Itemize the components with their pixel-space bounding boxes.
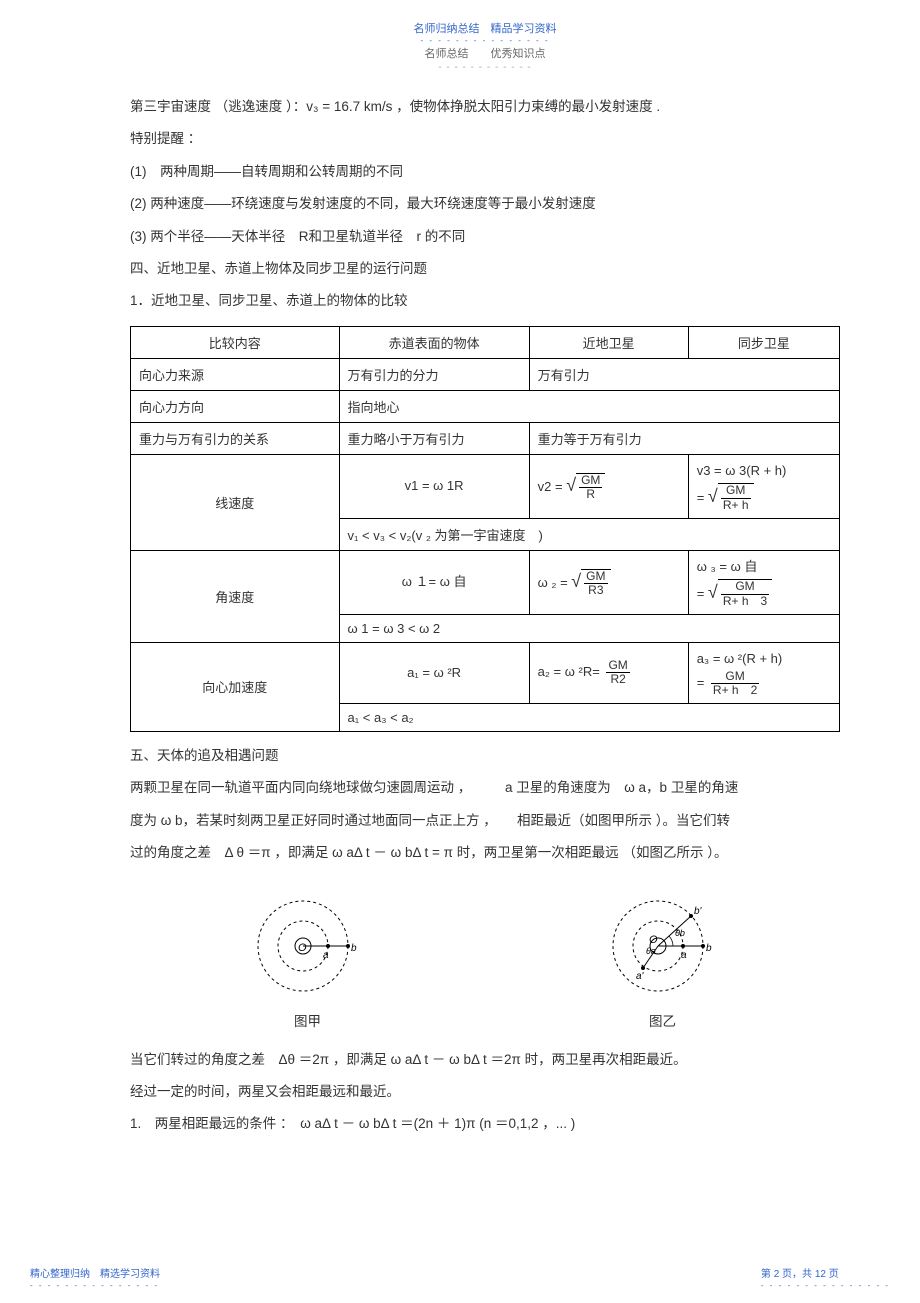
section-5-p1: 两颗卫星在同一轨道平面内同向绕地球做匀速圆周运动 ， a 卫星的角速度为 ω a…: [130, 772, 840, 804]
table-cell: a₁ < a₃ < a₂: [339, 704, 839, 732]
table-cell: a₂ = ω ²R= GMR2: [529, 642, 688, 703]
table-header: 近地卫星: [529, 326, 688, 358]
table-cell: 向心加速度: [131, 642, 340, 731]
table-cell: v1 = ω 1R: [339, 454, 529, 518]
paragraph-escape-velocity: 第三宇宙速度 （逃逸速度 ）：v₃ = 16.7 km/s ，使物体挣脱太阳引力…: [130, 91, 840, 123]
sqrt-icon: √: [571, 571, 581, 591]
sqrt-icon: √: [708, 582, 718, 602]
table-row: 向心加速度 a₁ = ω ²R a₂ = ω ²R= GMR2 a₃ = ω ²…: [131, 642, 840, 703]
table-header: 同步卫星: [688, 326, 839, 358]
diagram-labels: 图甲 图乙: [130, 1010, 840, 1030]
table-cell: a₃ = ω ²(R + h) = GMR+ h 2: [688, 642, 839, 703]
header-dash: - - - - - - - - - - - -: [438, 62, 532, 73]
svg-text:θb: θb: [675, 928, 685, 938]
svg-text:b: b: [351, 943, 357, 954]
table-cell: a₁ = ω ²R: [339, 642, 529, 703]
header-line-1: 名师归纳总结 精品学习资料: [130, 20, 840, 36]
paragraph-item-1: (1) 两种周期——自转周期和公转周期的不同: [130, 156, 840, 188]
section-4-title: 四、近地卫星、赤道上物体及同步卫星的运行问题: [130, 253, 840, 285]
table-cell: 向心力方向: [131, 390, 340, 422]
table-cell: 重力等于万有引力: [529, 422, 839, 454]
table-cell: v3 = ω 3(R + h) = √GMR+ h: [688, 454, 839, 518]
table-cell: 指向地心: [339, 390, 839, 422]
svg-text:a: a: [323, 950, 329, 961]
comparison-table: 比较内容 赤道表面的物体 近地卫星 同步卫星 向心力来源 万有引力的分力 万有引…: [130, 326, 840, 732]
svg-text:b: b: [706, 943, 712, 954]
table-cell: v2 = √GMR: [529, 454, 688, 518]
svg-text:θa: θa: [646, 946, 656, 956]
section-5-p6: 1. 两星相距最远的条件 ： ω aΔ t － ω bΔ t ＝(2n ＋ 1)…: [130, 1108, 840, 1140]
table-cell: 万有引力: [529, 358, 839, 390]
section-5-p2: 度为 ω b，若某时刻两卫星正好同时通过地面同一点正上方 ， 相距最近（如图甲所…: [130, 805, 840, 837]
page-top-header: 名师归纳总结 精品学习资料 - - - - - - - - - - - - - …: [130, 20, 840, 73]
table-cell: ω １= ω 自: [339, 550, 529, 614]
table-cell: 重力略小于万有引力: [339, 422, 529, 454]
header-line-2: 名师总结 优秀知识点 - - - - - - - - - - - -: [130, 45, 840, 73]
table-cell: ω 1 = ω 3 < ω 2: [339, 614, 839, 642]
table-cell: 重力与万有引力的关系: [131, 422, 340, 454]
table-row: 比较内容 赤道表面的物体 近地卫星 同步卫星: [131, 326, 840, 358]
footer-right: 第 2 页，共 12 页 - - - - - - - - - - - - - -…: [761, 1265, 890, 1291]
paragraph-item-3: (3) 两个半径——天体半径 R和卫星轨道半径 r 的不同: [130, 221, 840, 253]
table-cell: 向心力来源: [131, 358, 340, 390]
page-footer: 精心整理归纳 精选学习资料 - - - - - - - - - - - - - …: [30, 1265, 890, 1291]
section-4-sub: 1．近地卫星、同步卫星、赤道上的物体的比较: [130, 285, 840, 317]
svg-text:O: O: [298, 942, 307, 954]
table-cell: 万有引力的分力: [339, 358, 529, 390]
footer-left: 精心整理归纳 精选学习资料 - - - - - - - - - - - - - …: [30, 1265, 160, 1291]
table-header: 比较内容: [131, 326, 340, 358]
sqrt-icon: √: [566, 475, 576, 495]
svg-text:b': b': [694, 906, 703, 917]
svg-text:a: a: [681, 950, 687, 961]
table-row: 角速度 ω １= ω 自 ω ₂ = √GMR3 ω ₃ = ω 自 = √GM…: [131, 550, 840, 614]
table-cell: ω ₂ = √GMR3: [529, 550, 688, 614]
table-header: 赤道表面的物体: [339, 326, 529, 358]
diagram-label-yi: 图乙: [649, 1010, 676, 1030]
sqrt-icon: √: [708, 486, 718, 506]
paragraph-reminder: 特别提醒 ：: [130, 123, 840, 155]
section-5-p4: 当它们转过的角度之差 Δθ ＝2π ，即满足 ω aΔ t － ω bΔ t ＝…: [130, 1044, 840, 1076]
paragraph-item-2: (2) 两种速度——环绕速度与发射速度的不同，最大环绕速度等于最小发射速度: [130, 188, 840, 220]
table-row: 向心力方向 指向地心: [131, 390, 840, 422]
section-5-p3: 过的角度之差 Δ θ ＝π ，即满足 ω aΔ t － ω bΔ t = π 时…: [130, 837, 840, 869]
header-dots: - - - - - - - - - - - - - - -: [130, 36, 840, 45]
table-cell: v₁ < v₃ < v₂(v ₂ 为第一宇宙速度 ): [339, 518, 839, 550]
table-row: 线速度 v1 = ω 1R v2 = √GMR v3 = ω 3(R + h) …: [131, 454, 840, 518]
svg-text:O: O: [649, 934, 658, 946]
table-cell: ω ₃ = ω 自 = √GMR+ h 3: [688, 550, 839, 614]
table-row: 重力与万有引力的关系 重力略小于万有引力 重力等于万有引力: [131, 422, 840, 454]
table-cell: 线速度: [131, 454, 340, 550]
diagram-label-jia: 图甲: [294, 1010, 321, 1030]
diagram-yi-icon: O a b b' a' θb θa: [583, 886, 743, 1006]
orbit-diagrams: O a b O a b b' a' θb θa: [130, 886, 840, 1006]
section-5-title: 五、天体的追及相遇问题: [130, 740, 840, 772]
table-cell: 角速度: [131, 550, 340, 642]
table-row: 向心力来源 万有引力的分力 万有引力: [131, 358, 840, 390]
section-5-p5: 经过一定的时间，两星又会相距最远和最近。: [130, 1076, 840, 1108]
diagram-jia-icon: O a b: [228, 886, 388, 1006]
svg-text:a': a': [636, 971, 645, 982]
